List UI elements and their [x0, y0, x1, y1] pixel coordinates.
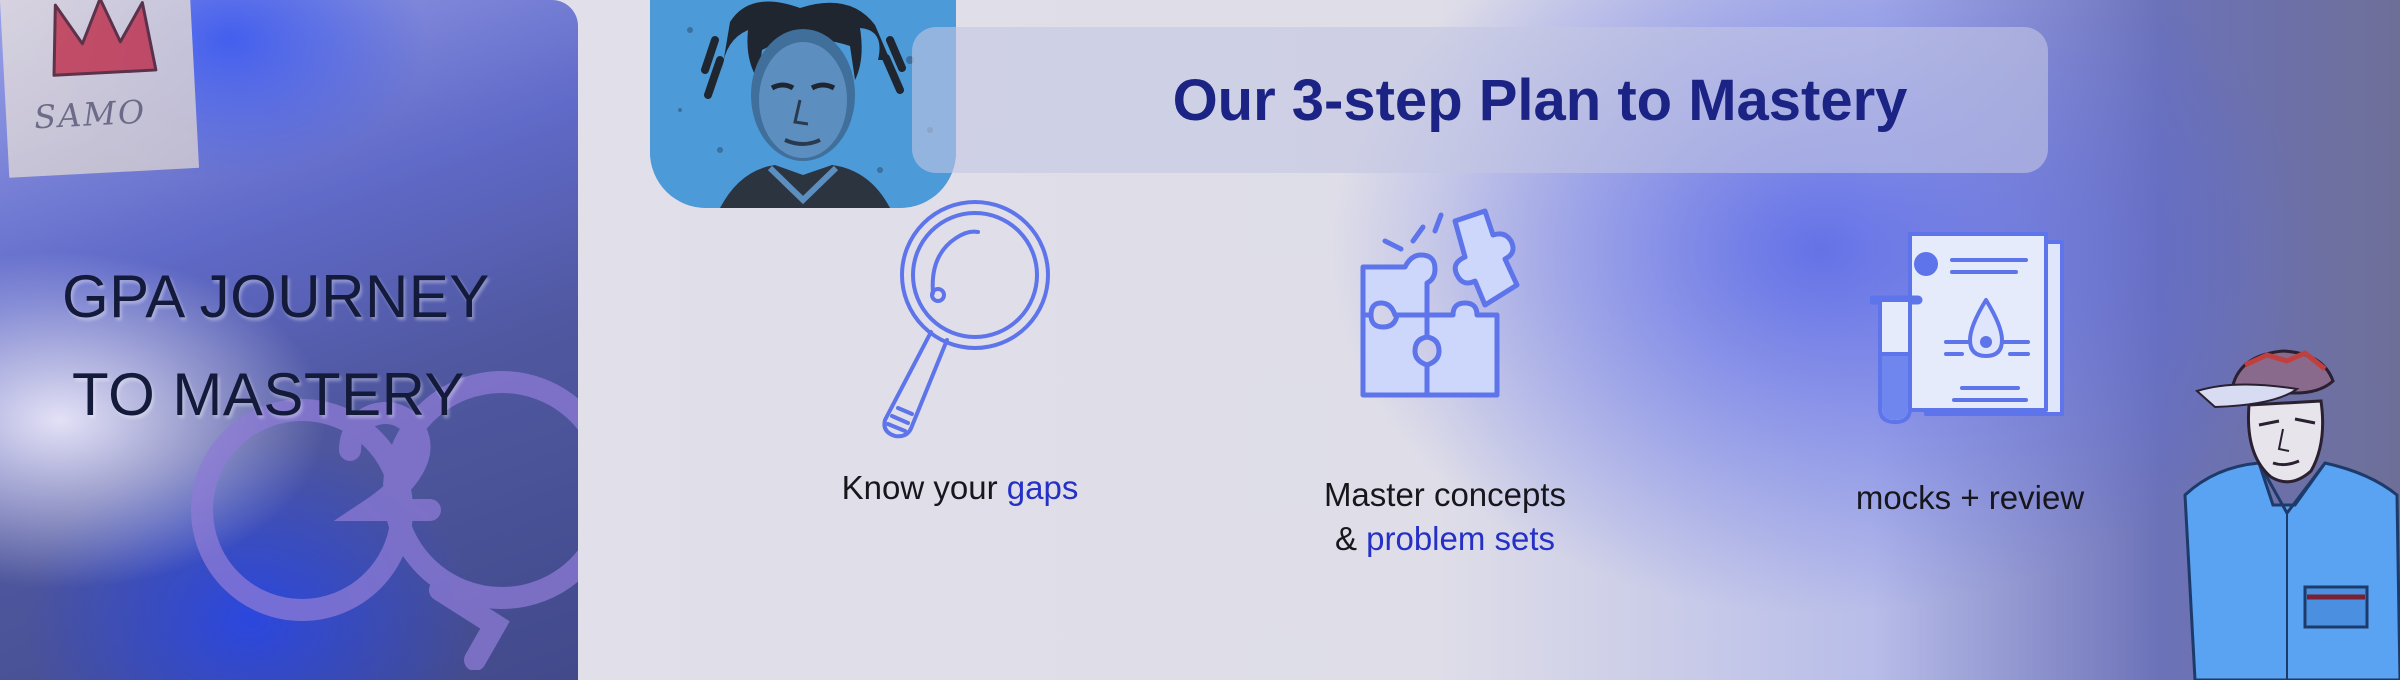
portrait-illustration	[650, 0, 956, 208]
crown-icon	[52, 0, 158, 77]
step-label-know-gaps: Know your gaps	[790, 466, 1130, 510]
step-know-gaps: Know your gaps	[790, 200, 1130, 510]
step-label-mocks-review: mocks + review	[1855, 479, 2085, 516]
step-label-master-concepts: Master concepts & problem sets	[1285, 473, 1605, 561]
step-mocks-review: mocks + review	[1790, 230, 2150, 520]
portrait-image	[650, 0, 956, 208]
banner-title: Our 3-step Plan to Mastery	[1172, 67, 1908, 133]
puzzle-pieces-icon	[1360, 208, 1520, 398]
step-text-know: Know your	[841, 469, 1007, 506]
panel-title-line2: TO MASTERY	[72, 361, 465, 428]
samo-sticker: SAMO	[0, 0, 200, 178]
brand-logo-watermark	[191, 371, 578, 670]
step-text-ampersand: &	[1334, 520, 1367, 557]
step-text-master: Master concepts	[1323, 476, 1567, 513]
panel-title: GPA JOURNEY TO MASTERY	[62, 248, 490, 444]
lab-report-test-tube-icon	[1870, 232, 2064, 424]
step-highlight-gaps: gaps	[1006, 469, 1079, 506]
sketch-man-illustration	[2183, 349, 2400, 680]
step-master-concepts: Master concepts & problem sets	[1285, 205, 1605, 561]
samo-text: SAMO	[33, 92, 148, 137]
step-highlight-problem-sets: problem sets	[1366, 520, 1556, 557]
magnifying-glass-icon	[882, 200, 1050, 439]
banner: Our 3-step Plan to Mastery	[912, 27, 2048, 173]
left-panel: SAMO GPA JOURNEY TO MASTERY	[0, 0, 578, 680]
panel-title-line1: GPA JOURNEY	[62, 263, 490, 330]
